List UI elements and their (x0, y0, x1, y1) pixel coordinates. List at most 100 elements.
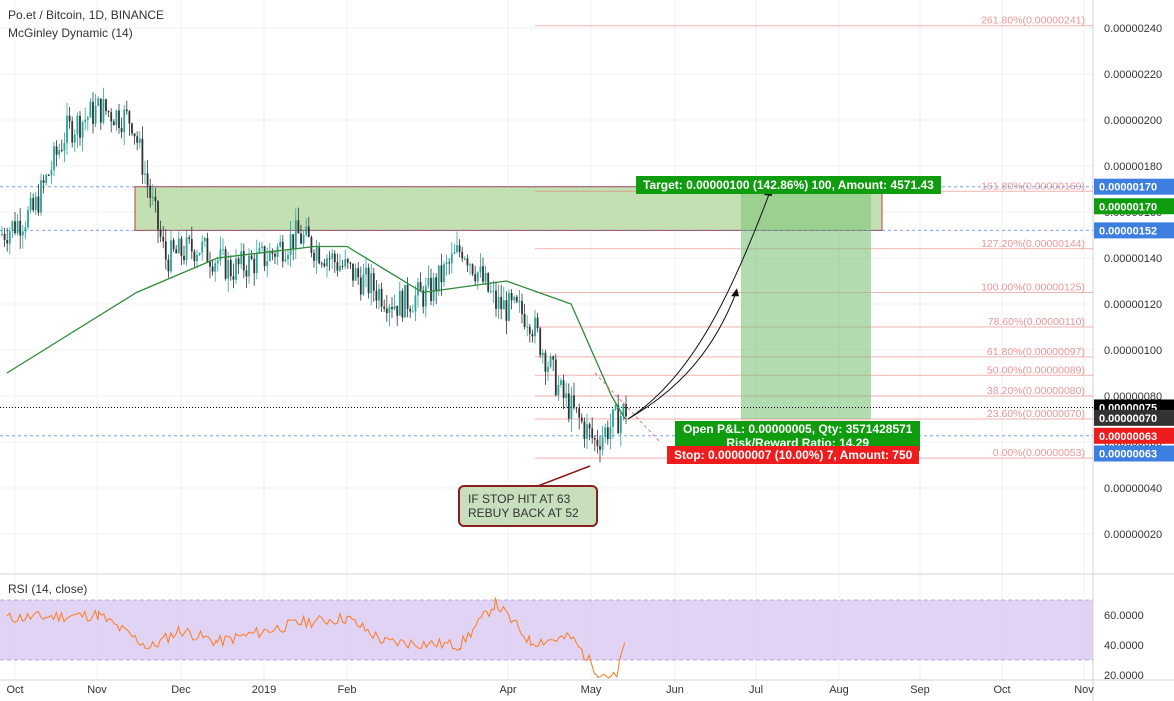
trend-dashed-line (594, 372, 661, 443)
candle-body (617, 405, 620, 434)
candle-body (71, 121, 74, 143)
rsi-label[interactable]: RSI (14, close) (8, 582, 88, 596)
price-tag-text-1: 0.00000170 (1099, 201, 1157, 213)
candle-body (14, 221, 16, 234)
candle-body (349, 262, 352, 264)
candle-body (266, 260, 269, 267)
candle-body (136, 136, 139, 143)
candle-body (305, 226, 308, 236)
candle-body (300, 233, 302, 244)
price-tag-text-6: 0.00000063 (1099, 449, 1157, 461)
candle-body (573, 395, 575, 408)
candle-body (521, 301, 523, 315)
candle-body (346, 259, 349, 263)
candle-body (164, 241, 167, 260)
candle-body (292, 234, 295, 249)
candle-body (422, 290, 425, 307)
candle-body (440, 265, 443, 283)
candle-body (255, 252, 258, 274)
candle-body (209, 261, 211, 267)
candle-body (105, 99, 107, 112)
time-label-5: Apr (499, 684, 516, 696)
candle-body (406, 285, 409, 309)
candle-body (526, 326, 529, 328)
candle-body (240, 251, 243, 265)
candle-body (492, 290, 495, 292)
candle-body (398, 291, 401, 316)
candle-body (417, 282, 419, 296)
candle-body (86, 117, 89, 120)
profit-zone (741, 186, 871, 419)
candle-body (110, 112, 113, 122)
candle-body (245, 270, 248, 277)
candle-body (310, 237, 313, 253)
price-tick-label-1: 0.00000220 (1104, 69, 1162, 81)
candle-body (474, 274, 477, 282)
candle-body (606, 427, 609, 440)
candle-body (622, 404, 625, 416)
candle-body (151, 196, 154, 198)
candle-body (614, 405, 617, 410)
open-pl-text: Open P&L: 0.00000005, Qty: 3571428571 (683, 422, 913, 436)
candle-body (510, 293, 513, 301)
candle-body (541, 352, 544, 356)
candle-body (120, 127, 123, 133)
candle-body (128, 111, 131, 124)
fib-label-3: 100.00%(0.00000125) (981, 282, 1085, 294)
fib-label-0: 261.80%(0.00000241) (981, 15, 1085, 27)
candle-body (456, 245, 458, 253)
candle-body (518, 301, 521, 303)
candle-body (11, 221, 14, 232)
candle-body (357, 268, 360, 278)
candle-body (414, 295, 417, 312)
candle-body (42, 180, 45, 183)
time-label-11: Oct (993, 684, 1010, 696)
candle-body (580, 417, 583, 422)
candle-body (92, 101, 94, 124)
candle-body (258, 248, 261, 253)
candle-body (232, 276, 235, 280)
projection-arrow-mid (627, 290, 738, 420)
fib-label-4: 78.60%(0.00000110) (988, 316, 1085, 328)
candle-body (336, 262, 339, 271)
stop-label[interactable]: Stop: 0.00000007 (10.00%) 7, Amount: 750 (667, 446, 920, 464)
price-tag-bg-2 (1094, 222, 1174, 239)
candle-body (248, 255, 250, 277)
candle-body (339, 265, 341, 271)
price-tag-text-5: 0.00000063 (1099, 431, 1157, 443)
candle-body (567, 393, 570, 419)
candle-body (60, 149, 63, 151)
indicator-label[interactable]: McGinley Dynamic (14) (8, 26, 133, 40)
candle-body (411, 311, 414, 313)
candle-body (302, 235, 305, 244)
stop-note-annotation[interactable]: IF STOP HIT AT 63 REBUY BACK AT 52 (458, 485, 598, 527)
candle-body (375, 290, 378, 301)
candle-body (557, 384, 560, 396)
symbol-title[interactable]: Po.et / Bitcoin, 1D, BINANCE (8, 8, 165, 22)
candle-body (508, 293, 510, 321)
time-label-1: Nov (87, 684, 107, 696)
candle-body (315, 247, 318, 261)
candle-body (63, 143, 66, 151)
arrow-head-mid (731, 288, 739, 297)
candle-body (570, 395, 573, 419)
candle-body (274, 253, 276, 257)
fib-label-2: 127.20%(0.00000144) (981, 238, 1085, 250)
candle-body (297, 220, 300, 234)
target-label[interactable]: Target: 0.00000100 (142.86%) 100, Amount… (636, 176, 941, 194)
candle-body (287, 254, 289, 260)
candle-body (84, 119, 87, 122)
price-tag-text-0: 0.00000170 (1099, 182, 1157, 194)
candle-body (549, 356, 552, 367)
candle-body (354, 268, 357, 281)
rsi-tick-label-0: 60.0000 (1104, 610, 1144, 622)
candle-body (55, 146, 58, 155)
candle-body (125, 109, 128, 112)
candle-body (159, 229, 162, 237)
candle-body (560, 380, 562, 385)
candle-body (177, 238, 180, 254)
price-tick-label-0: 0.00000240 (1104, 23, 1162, 35)
candle-body (289, 234, 292, 255)
candle-body (578, 408, 581, 418)
